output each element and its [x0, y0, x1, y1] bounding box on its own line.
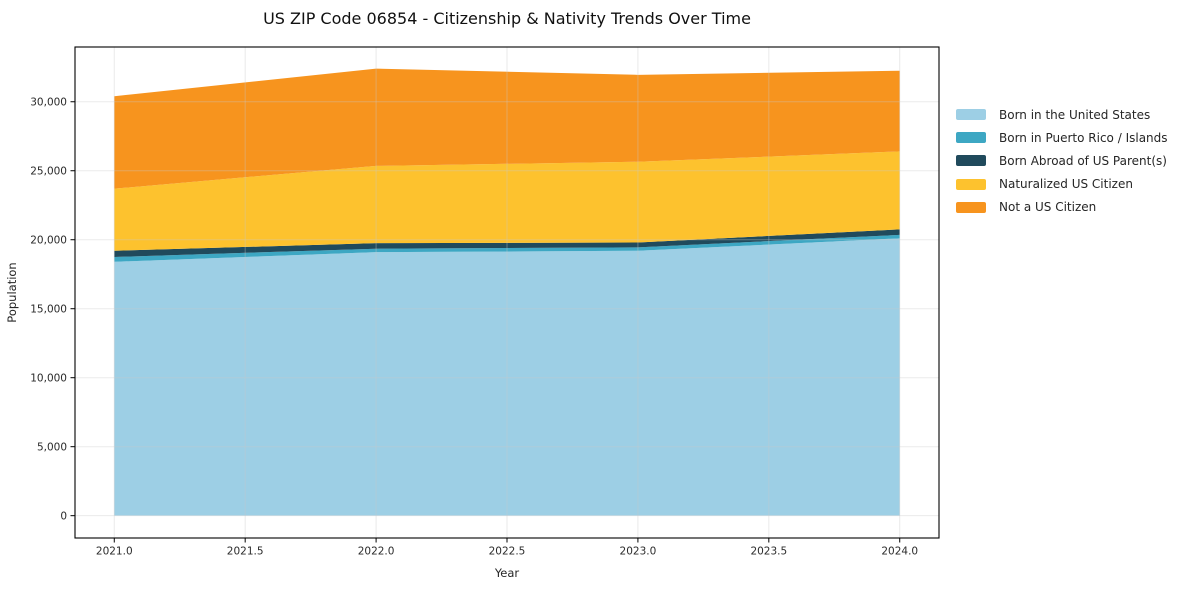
legend-swatch-icon	[956, 155, 986, 167]
legend-item-1: Born in Puerto Rico / Islands	[956, 126, 1168, 149]
legend: Born in the United States Born in Puerto …	[956, 103, 1168, 219]
y-tick-label: 15,000	[30, 303, 67, 315]
legend-swatch-icon	[956, 132, 986, 144]
x-tick-label: 2021.0	[96, 546, 133, 558]
areas-layer	[114, 68, 900, 516]
legend-label: Born in Puerto Rico / Islands	[999, 130, 1168, 145]
y-tick-label: 20,000	[30, 234, 67, 246]
legend-item-0: Born in the United States	[956, 103, 1168, 126]
area-series-2	[114, 229, 900, 257]
area-series-0	[114, 238, 900, 516]
legend-item-2: Born Abroad of US Parent(s)	[956, 149, 1168, 172]
area-series-3	[114, 151, 900, 251]
y-tick-label: 10,000	[30, 372, 67, 384]
chart-title: US ZIP Code 06854 - Citizenship & Nativi…	[263, 9, 751, 28]
legend-label: Born Abroad of US Parent(s)	[999, 153, 1167, 168]
x-tick-label: 2023.0	[620, 546, 657, 558]
area-series-1	[114, 234, 900, 262]
y-tick-label: 5,000	[37, 441, 67, 453]
y-tick-label: 30,000	[30, 96, 67, 108]
legend-swatch-icon	[956, 109, 986, 121]
y-tick-label: 25,000	[30, 165, 67, 177]
y-axis-label: Population	[5, 262, 19, 322]
x-tick-label: 2023.5	[750, 546, 787, 558]
x-tick-label: 2022.0	[358, 546, 395, 558]
x-tick-label: 2021.5	[227, 546, 264, 558]
x-tick-label: 2022.5	[489, 546, 526, 558]
legend-swatch-icon	[956, 201, 986, 213]
legend-item-4: Not a US Citizen	[956, 196, 1168, 219]
x-tick-label: 2024.0	[881, 546, 918, 558]
grid-layer	[75, 47, 939, 538]
x-axis-label: Year	[494, 566, 520, 580]
ticks-layer: 0 5,000 10,000 15,000 20,000 25,000 30,000 2021…	[30, 96, 918, 557]
legend-label: Not a US Citizen	[999, 200, 1097, 215]
y-tick-label: 0	[60, 510, 67, 522]
area-series-4	[114, 68, 900, 189]
legend-swatch-icon	[956, 178, 986, 190]
legend-label: Born in the United States	[999, 107, 1151, 122]
legend-item-3: Naturalized US Citizen	[956, 173, 1168, 196]
legend-label: Naturalized US Citizen	[999, 177, 1133, 192]
